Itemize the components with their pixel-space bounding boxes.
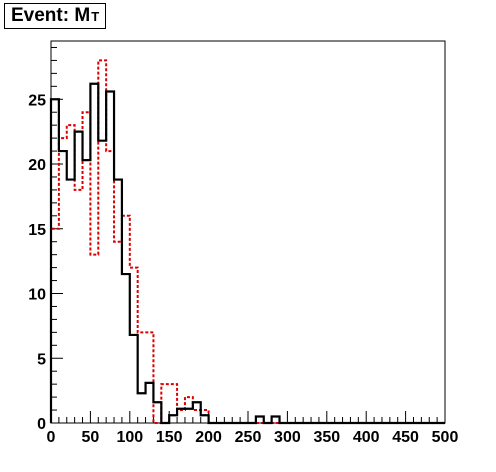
x-tick-label: 0 bbox=[47, 429, 56, 446]
x-tick-label: 400 bbox=[353, 429, 380, 446]
y-tick-label: 25 bbox=[28, 92, 46, 109]
y-tick-label: 0 bbox=[37, 416, 46, 433]
x-tick-label: 150 bbox=[156, 429, 183, 446]
x-tick-label: 100 bbox=[116, 429, 143, 446]
x-tick-label: 50 bbox=[82, 429, 100, 446]
x-tick-label: 200 bbox=[195, 429, 222, 446]
y-tick-label: 10 bbox=[28, 287, 46, 304]
plot-frame bbox=[50, 40, 446, 424]
x-tick-label: 450 bbox=[392, 429, 419, 446]
x-tick-label: 350 bbox=[313, 429, 340, 446]
y-tick-label: 5 bbox=[37, 351, 46, 368]
x-axis: 0 50 100 150 200 250 300 350 400 450 500 bbox=[47, 411, 459, 446]
series-dashed-red-line bbox=[50, 59, 445, 424]
y-tick-label: 20 bbox=[28, 157, 46, 174]
y-axis: 0 5 10 15 20 25 bbox=[28, 46, 63, 433]
series-solid-black-line bbox=[49, 82, 445, 425]
series-layer bbox=[49, 59, 445, 425]
x-tick-label: 500 bbox=[432, 429, 459, 446]
x-tick-label: 300 bbox=[274, 429, 301, 446]
plot-title-text: Event: M bbox=[11, 5, 91, 26]
plot-title-subscript: T bbox=[91, 8, 100, 24]
y-tick-label: 15 bbox=[28, 222, 46, 239]
x-tick-label: 250 bbox=[235, 429, 262, 446]
